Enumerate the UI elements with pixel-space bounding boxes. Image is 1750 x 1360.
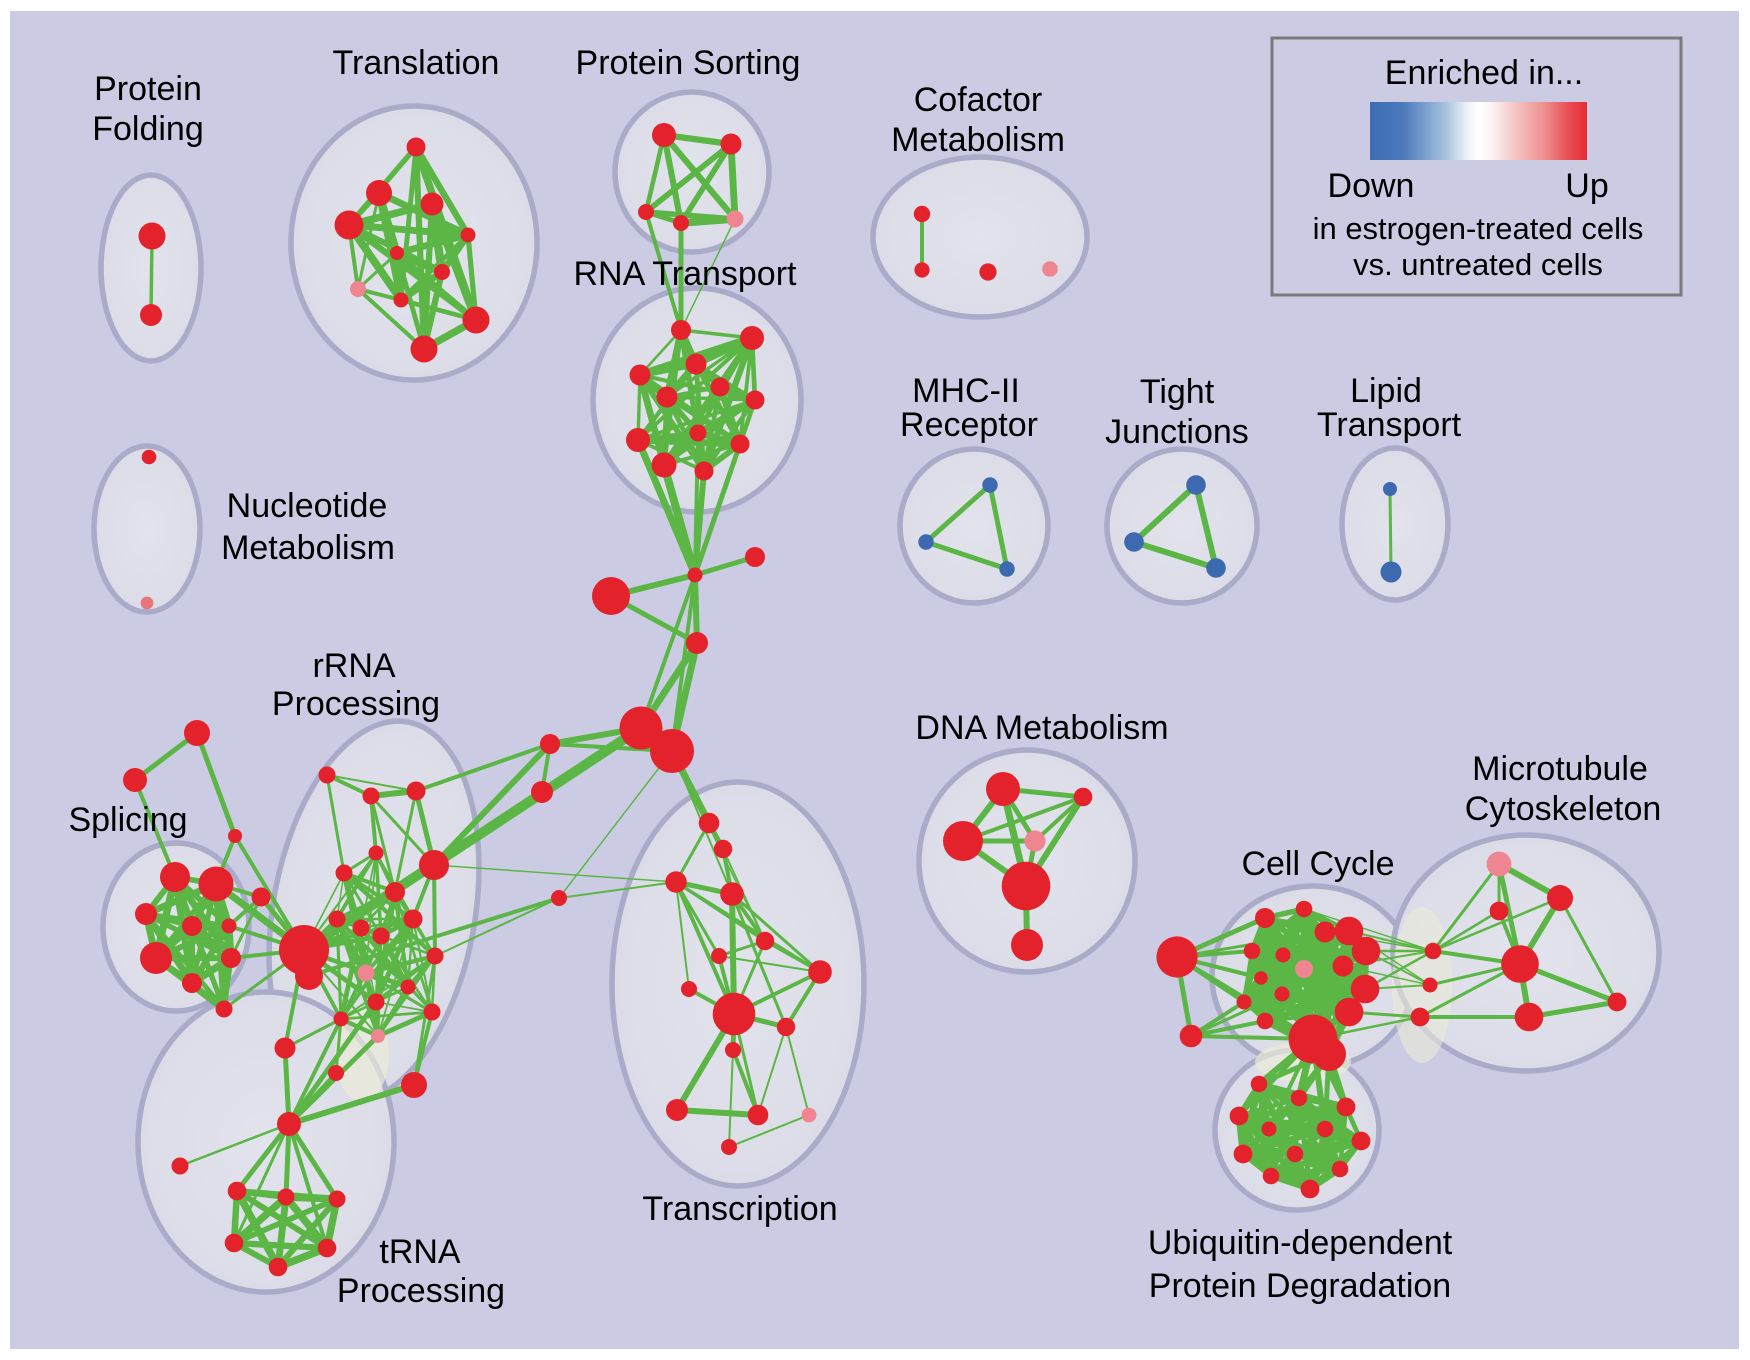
svg-text:Cell Cycle: Cell Cycle xyxy=(1241,845,1394,883)
svg-text:Transport: Transport xyxy=(1317,406,1462,444)
svg-text:MHC-II: MHC-II xyxy=(912,372,1020,410)
svg-text:Tight: Tight xyxy=(1140,373,1215,411)
svg-text:Metabolism: Metabolism xyxy=(221,529,395,567)
svg-text:Ubiquitin-dependent: Ubiquitin-dependent xyxy=(1148,1224,1453,1262)
svg-text:Microtubule: Microtubule xyxy=(1472,750,1648,788)
svg-text:in estrogen-treated cells: in estrogen-treated cells xyxy=(1313,211,1644,246)
svg-text:Processing: Processing xyxy=(337,1272,505,1310)
svg-text:DNA Metabolism: DNA Metabolism xyxy=(915,709,1168,747)
svg-text:Down: Down xyxy=(1328,167,1415,205)
svg-text:Cytoskeleton: Cytoskeleton xyxy=(1465,790,1662,828)
svg-text:Cofactor: Cofactor xyxy=(914,81,1043,119)
svg-text:Receptor: Receptor xyxy=(900,406,1038,444)
svg-text:Protein Degradation: Protein Degradation xyxy=(1149,1267,1451,1305)
svg-text:Splicing: Splicing xyxy=(68,801,187,839)
svg-text:Protein: Protein xyxy=(94,70,202,108)
svg-text:Up: Up xyxy=(1565,167,1608,205)
svg-text:Protein Sorting: Protein Sorting xyxy=(576,44,801,82)
svg-text:Enriched in...: Enriched in... xyxy=(1385,54,1583,92)
svg-text:vs. untreated cells: vs. untreated cells xyxy=(1353,247,1603,282)
svg-text:Junctions: Junctions xyxy=(1105,413,1249,451)
svg-text:Folding: Folding xyxy=(92,110,204,148)
svg-text:Metabolism: Metabolism xyxy=(891,121,1065,159)
svg-text:Lipid: Lipid xyxy=(1350,372,1422,410)
svg-text:rRNA: rRNA xyxy=(312,647,395,685)
svg-text:Transcription: Transcription xyxy=(642,1190,837,1228)
svg-text:Nucleotide: Nucleotide xyxy=(227,487,388,525)
svg-text:RNA Transport: RNA Transport xyxy=(574,255,798,293)
svg-text:Translation: Translation xyxy=(333,44,500,82)
svg-text:tRNA: tRNA xyxy=(379,1233,461,1271)
svg-text:Processing: Processing xyxy=(272,685,440,723)
